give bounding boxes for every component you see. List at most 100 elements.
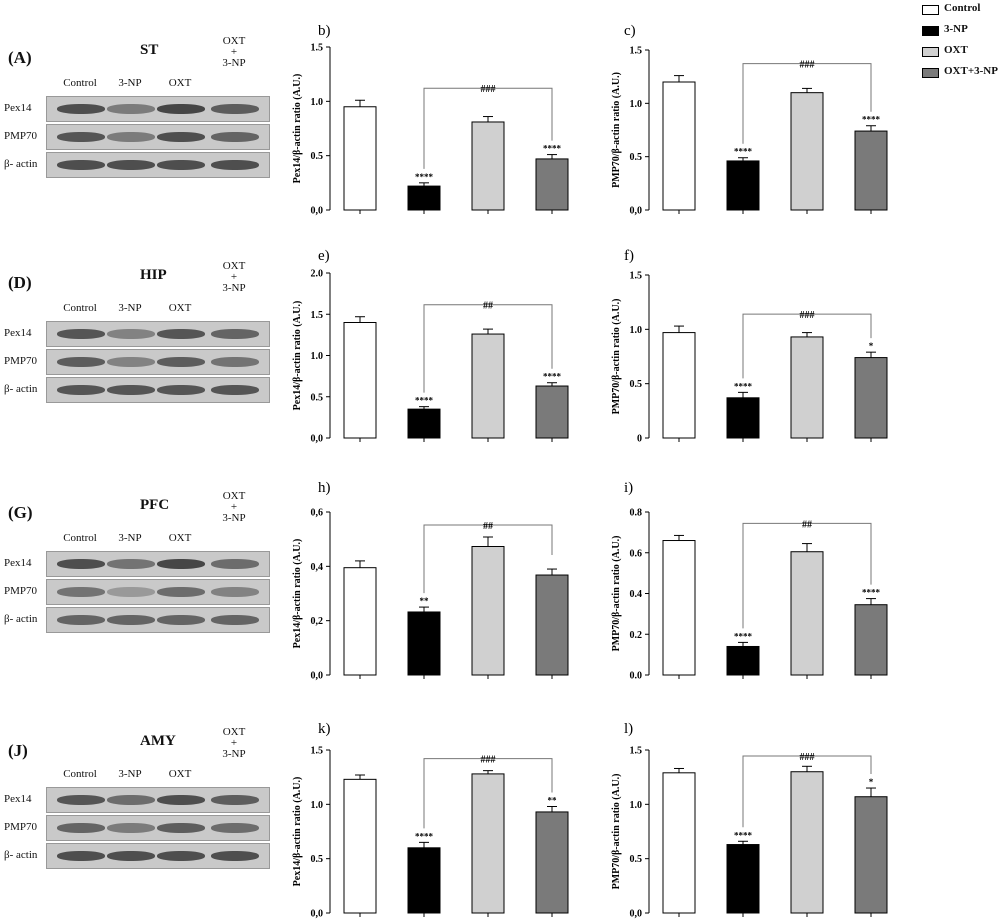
blot-band <box>107 132 155 142</box>
comparison-bracket <box>742 63 872 144</box>
y-tick-label: 1.0 <box>630 800 643 811</box>
blot-band <box>157 357 205 367</box>
lane-label: Control <box>63 768 97 780</box>
blot-strip <box>46 579 270 605</box>
legend-label-control: Control <box>944 2 981 14</box>
blot-panel-label: (J) <box>8 741 28 760</box>
bar <box>471 773 505 914</box>
panel-letter: f) <box>624 248 634 264</box>
brain-region-title: PFC <box>140 497 170 513</box>
comparison-bracket <box>423 758 553 829</box>
legend-item-control: Control <box>922 2 1000 17</box>
lane-label: OXT <box>168 302 192 314</box>
y-tick-label: 0,0 <box>311 671 324 682</box>
y-axis-label: Pex14/β-actin ratio (A.U.) <box>292 74 303 184</box>
y-tick-label: 0,2 <box>311 616 324 627</box>
blot-band <box>57 795 105 805</box>
y-tick-label: 0.5 <box>311 392 324 403</box>
blot-band <box>157 132 205 142</box>
blot-row-label: Pex14 <box>4 793 32 805</box>
blot-band <box>157 559 205 569</box>
lane-label: Control <box>63 302 97 314</box>
lane-label: OXT <box>168 768 192 780</box>
blot-band <box>57 823 105 833</box>
y-axis-label: PMP70/β-actin ratio (A.U.) <box>611 72 622 188</box>
y-tick-label: 0.5 <box>630 152 643 163</box>
y-tick-label: 0.4 <box>630 589 643 600</box>
bar <box>662 540 696 676</box>
bar <box>343 106 377 211</box>
bar <box>343 322 377 439</box>
bar <box>407 185 441 211</box>
blot-band <box>211 851 259 861</box>
bar <box>790 771 824 914</box>
blot-panel-label: (D) <box>8 273 32 292</box>
blot-band <box>57 132 105 142</box>
blot-band <box>211 329 259 339</box>
bar <box>471 333 505 439</box>
significance-marker: **** <box>734 830 753 840</box>
legend-swatch-control <box>922 5 939 15</box>
bracket-label: ### <box>481 755 496 766</box>
legend-label-oxt-3np: OXT+3-NP <box>944 65 998 77</box>
y-tick-label: 1.5 <box>630 46 643 57</box>
panel-letter: h) <box>318 480 331 496</box>
blot-band <box>211 795 259 805</box>
lane-label: 3-NP <box>118 532 142 544</box>
y-tick-label: 1.0 <box>630 99 643 110</box>
y-tick-label: 1.5 <box>630 271 643 282</box>
bar <box>535 811 569 914</box>
blot-strip <box>46 124 270 150</box>
bar <box>854 796 888 914</box>
significance-marker: **** <box>543 144 562 154</box>
bar <box>471 546 505 676</box>
blot-band <box>157 160 205 170</box>
bar <box>407 408 441 439</box>
blot-band <box>211 615 259 625</box>
y-tick-label: 1.5 <box>311 43 324 54</box>
significance-marker: **** <box>543 372 562 382</box>
bar <box>662 332 696 439</box>
comparison-bracket <box>742 755 872 828</box>
y-tick-label: 0.0 <box>630 671 643 682</box>
bar <box>407 847 441 914</box>
legend-item-oxt: OXT <box>922 44 1000 59</box>
blot-panel: (A) ST Control 3-NP OXT OXT +3-NP Pex14 PMP70 β- … <box>0 0 275 200</box>
blot-band <box>211 357 259 367</box>
comparison-bracket <box>423 304 553 393</box>
y-axis-label: PMP70/β-actin ratio (A.U.) <box>611 774 622 890</box>
blot-band <box>107 823 155 833</box>
y-tick-label: 1.0 <box>311 97 324 108</box>
bracket-label: ## <box>802 519 812 530</box>
bar <box>535 385 569 439</box>
blot-row-label: PMP70 <box>4 821 38 833</box>
panel-letter: b) <box>318 23 331 39</box>
blot-panel: (J) AMY Control 3-NP OXT OXT +3-NP Pex14 PMP70 β-… <box>0 685 275 885</box>
y-tick-label: 0.2 <box>630 630 643 641</box>
blot-band <box>157 385 205 395</box>
brain-region-title: ST <box>140 42 159 58</box>
bar <box>662 772 696 914</box>
blot-band <box>211 559 259 569</box>
blot-strip <box>46 321 270 347</box>
y-axis-label: Pex14/β-actin ratio (A.U.) <box>292 539 303 649</box>
y-tick-label: 0,0 <box>630 909 643 919</box>
y-tick-label: 0.5 <box>311 854 324 865</box>
brain-region-title: AMY <box>140 733 176 749</box>
blot-band <box>57 587 105 597</box>
bar <box>854 604 888 676</box>
y-tick-label: 0.8 <box>630 508 643 519</box>
y-tick-label: 1.0 <box>630 325 643 336</box>
significance-marker: **** <box>415 831 434 841</box>
blot-band <box>57 160 105 170</box>
y-tick-label: 0.5 <box>311 151 324 162</box>
bar <box>854 130 888 211</box>
bar <box>407 611 441 676</box>
lane-label: OXT +3-NP <box>222 260 246 294</box>
y-axis-label: Pex14/β-actin ratio (A.U.) <box>292 777 303 887</box>
y-tick-label: 0.5 <box>630 854 643 865</box>
y-tick-label: 2.0 <box>311 269 324 280</box>
comparison-bracket <box>423 87 553 169</box>
significance-marker: * <box>869 777 874 787</box>
y-tick-label: 0,0 <box>311 909 324 919</box>
